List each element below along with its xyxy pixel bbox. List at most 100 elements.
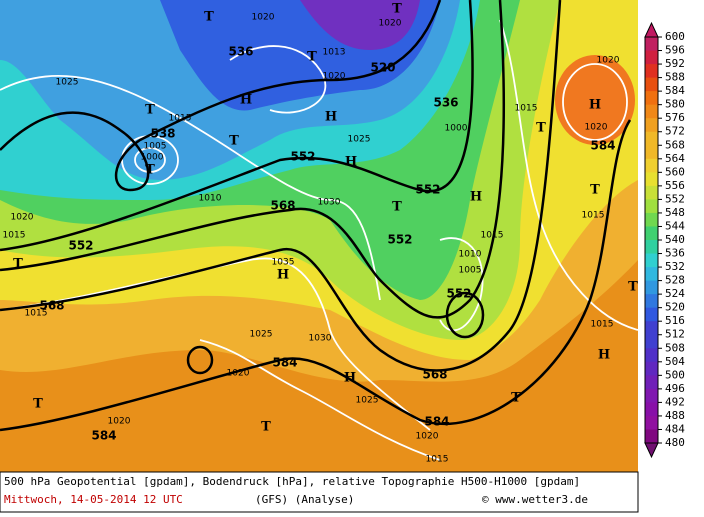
colorbar-label: 568 — [665, 138, 685, 151]
pressure-label: 1020 — [227, 369, 250, 379]
footer-description: 500 hPa Geopotential [gpdam], Bodendruck… — [4, 475, 580, 488]
pressure-label: 1013 — [323, 48, 346, 58]
colorbar-top-arrow — [644, 21, 659, 38]
height-label: 552 — [387, 233, 412, 247]
pressure-label: 1025 — [56, 78, 79, 88]
height-label: 538 — [150, 127, 175, 141]
pressure-label: 1025 — [348, 135, 371, 145]
pressure-label: 1020 — [108, 417, 131, 427]
colorbar-label: 508 — [665, 341, 685, 354]
pressure-label: 1015 — [3, 231, 26, 241]
pressure-label: 1020 — [323, 72, 346, 82]
pressure-label: 1000 — [141, 153, 164, 163]
height-label: 568 — [270, 199, 295, 213]
pressure-label: 1015 — [169, 114, 192, 124]
height-label: 536 — [228, 45, 253, 59]
pressure-label: 1020 — [252, 13, 275, 23]
colorbar-label: 572 — [665, 125, 685, 138]
colorbar-band — [645, 415, 658, 430]
colorbar-label: 480 — [665, 436, 685, 449]
pressure-label: 1015 — [591, 320, 614, 330]
pressure-center: T — [145, 163, 155, 178]
colorbar-label: 548 — [665, 206, 685, 219]
pressure-center: H — [240, 93, 252, 108]
pressure-label: 1020 — [11, 213, 34, 223]
colorbar-label: 544 — [665, 219, 685, 232]
pressure-label: 1020 — [379, 19, 402, 29]
colorbar-band — [645, 104, 658, 119]
footer-box — [0, 471, 639, 513]
pressure-label: 1015 — [426, 455, 449, 465]
colorbar-label: 536 — [665, 247, 685, 260]
height-label: 584 — [272, 356, 297, 370]
pressure-center: T — [392, 2, 402, 17]
colorbar-band — [645, 280, 658, 295]
colorbar-label: 580 — [665, 98, 685, 111]
colorbar-band — [645, 185, 658, 200]
colorbar-band — [645, 429, 658, 444]
colorbar-label: 600 — [665, 30, 685, 43]
colorbar-label: 488 — [665, 409, 685, 422]
colorbar-band — [645, 91, 658, 106]
pressure-label: 1025 — [356, 396, 379, 406]
colorbar-label: 592 — [665, 57, 685, 70]
colorbar-band — [645, 348, 658, 363]
colorbar-label: 564 — [665, 152, 685, 165]
colorbar-band — [645, 37, 658, 52]
height-label: 552 — [68, 239, 93, 253]
colorbar-label: 492 — [665, 395, 685, 408]
colorbar-band — [645, 158, 658, 173]
height-label: 552 — [290, 150, 315, 164]
colorbar-label: 552 — [665, 192, 685, 205]
pressure-center: T — [229, 134, 239, 149]
height-label: 568 — [422, 368, 447, 382]
colorbar-band — [645, 267, 658, 282]
height-label: 584 — [91, 429, 116, 443]
colorbar-band — [645, 172, 658, 187]
colorbar-band — [645, 240, 658, 255]
colorbar-band — [645, 64, 658, 79]
colorbar-band — [645, 375, 658, 390]
colorbar-band — [645, 50, 658, 65]
pressure-label: 1020 — [416, 432, 439, 442]
height-label: 520 — [370, 61, 395, 75]
pressure-label: 1015 — [582, 211, 605, 221]
pressure-center: T — [511, 391, 521, 406]
colorbar-label: 560 — [665, 165, 685, 178]
pressure-label: 1020 — [597, 56, 620, 66]
pressure-center: T — [628, 280, 638, 295]
colorbar-label: 496 — [665, 382, 685, 395]
colorbar-band — [645, 361, 658, 376]
colorbar-label: 504 — [665, 355, 685, 368]
colorbar-band — [645, 334, 658, 349]
colorbar-label: 520 — [665, 301, 685, 314]
colorbar-label: 524 — [665, 287, 685, 300]
colorbar-band — [645, 131, 658, 146]
pressure-center: H — [344, 371, 356, 386]
pressure-center: T — [536, 121, 546, 136]
colorbar: 6005965925885845805765725685645605565525… — [644, 21, 685, 459]
pressure-center: T — [204, 10, 214, 25]
height-label: 568 — [39, 299, 64, 313]
colorbar-band — [645, 118, 658, 133]
colorbar-band — [645, 253, 658, 268]
colorbar-label: 500 — [665, 368, 685, 381]
pressure-center: H — [589, 98, 601, 113]
pressure-label: 1030 — [309, 334, 332, 344]
pressure-center: H — [598, 348, 610, 363]
colorbar-band — [645, 294, 658, 309]
colorbar-label: 588 — [665, 71, 685, 84]
pressure-label: 1030 — [318, 198, 341, 208]
pressure-center: T — [307, 50, 317, 65]
pressure-center: T — [261, 420, 271, 435]
pressure-center: T — [33, 397, 43, 412]
pressure-center: H — [345, 155, 357, 170]
pressure-label: 1015 — [481, 231, 504, 241]
pressure-label: 1005 — [459, 266, 482, 276]
colorbar-label: 584 — [665, 84, 685, 97]
footer-source: © www.wetter3.de — [482, 493, 588, 506]
height-label: 536 — [433, 96, 458, 110]
pressure-label: 1035 — [272, 258, 295, 268]
